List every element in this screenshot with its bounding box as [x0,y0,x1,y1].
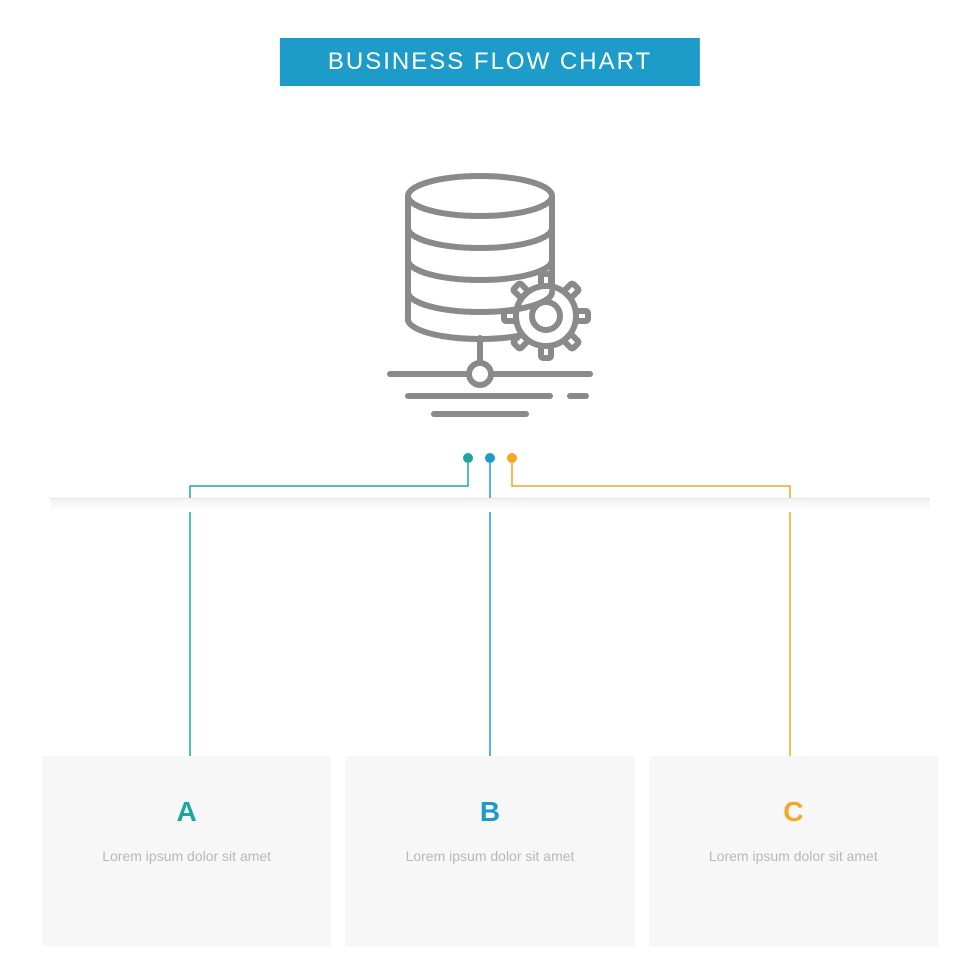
card-letter-a: A [62,796,311,828]
card-c: C Lorem ipsum dolor sit amet [649,756,938,946]
page-title: Business Flow Chart [280,38,700,86]
card-text-a: Lorem ipsum dolor sit amet [62,846,311,866]
shelf-divider [50,498,930,512]
card-letter-c: C [669,796,918,828]
database-gear-icon [350,168,630,428]
card-text-b: Lorem ipsum dolor sit amet [365,846,614,866]
card-row: A Lorem ipsum dolor sit amet B Lorem ips… [42,756,938,946]
card-letter-b: B [365,796,614,828]
card-a: A Lorem ipsum dolor sit amet [42,756,331,946]
card-text-c: Lorem ipsum dolor sit amet [669,846,918,866]
card-b: B Lorem ipsum dolor sit amet [345,756,634,946]
